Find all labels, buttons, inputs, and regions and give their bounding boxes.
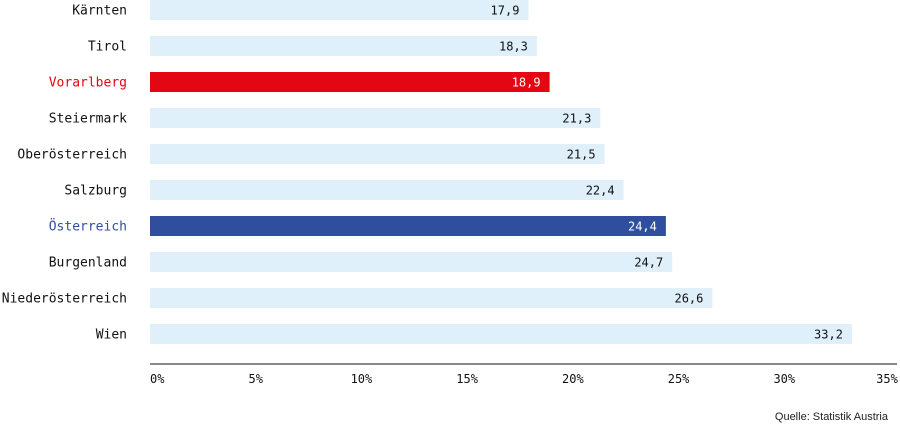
bar-niederosterreich [150, 288, 713, 308]
value-label-tirol: 18,3 [499, 40, 528, 54]
bars-group: Kärnten 17,9 Tirol 18,3 Vorarlberg 18,9 Steier… [2, 0, 852, 344]
value-label-oberosterreich: 21,5 [567, 148, 596, 162]
x-tick-label-0: 0% [150, 372, 165, 386]
bar-oberosterreich [150, 144, 605, 164]
bar-vorarlberg [150, 72, 550, 92]
value-label-wien: 33,2 [814, 328, 843, 342]
bar-karnten [150, 0, 529, 20]
category-label-steiermark: Steiermark [49, 112, 127, 127]
bar-steiermark [150, 108, 601, 128]
x-axis-ticks: 0% 5% 10% 15% 20% 25% 30% 35% [150, 372, 899, 386]
x-tick-label-35: 35% [876, 372, 898, 386]
x-tick-label-10: 10% [351, 372, 373, 386]
bar-osterreich [150, 216, 666, 236]
x-tick-label-5: 5% [248, 372, 263, 386]
value-label-burgenland: 24,7 [634, 256, 663, 270]
value-label-salzburg: 22,4 [586, 184, 615, 198]
x-tick-label-30: 30% [773, 372, 795, 386]
value-label-karnten: 17,9 [491, 4, 520, 18]
category-label-oberosterreich: Oberösterreich [17, 148, 127, 163]
category-label-niederosterreich: Niederösterreich [2, 292, 127, 307]
value-label-steiermark: 21,3 [562, 112, 591, 126]
category-label-osterreich: Österreich [49, 218, 127, 235]
x-tick-label-15: 15% [456, 372, 478, 386]
category-label-burgenland: Burgenland [49, 256, 127, 271]
bar-burgenland [150, 252, 673, 272]
category-label-karnten: Kärnten [72, 4, 127, 19]
bar-wien [150, 324, 852, 344]
value-label-niederosterreich: 26,6 [674, 292, 703, 306]
x-tick-label-20: 20% [562, 372, 584, 386]
category-label-wien: Wien [96, 328, 127, 343]
x-tick-label-25: 25% [668, 372, 690, 386]
category-label-tirol: Tirol [88, 40, 127, 55]
bar-tirol [150, 36, 537, 56]
category-label-vorarlberg: Vorarlberg [49, 76, 127, 91]
value-label-osterreich: 24,4 [628, 220, 657, 234]
value-label-vorarlberg: 18,9 [512, 76, 541, 90]
category-label-salzburg: Salzburg [64, 184, 127, 199]
bar-salzburg [150, 180, 624, 200]
source-note: Quelle: Statistik Austria [774, 411, 888, 423]
